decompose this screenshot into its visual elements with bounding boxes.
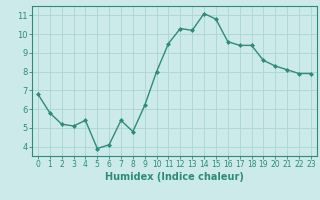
X-axis label: Humidex (Indice chaleur): Humidex (Indice chaleur) <box>105 172 244 182</box>
